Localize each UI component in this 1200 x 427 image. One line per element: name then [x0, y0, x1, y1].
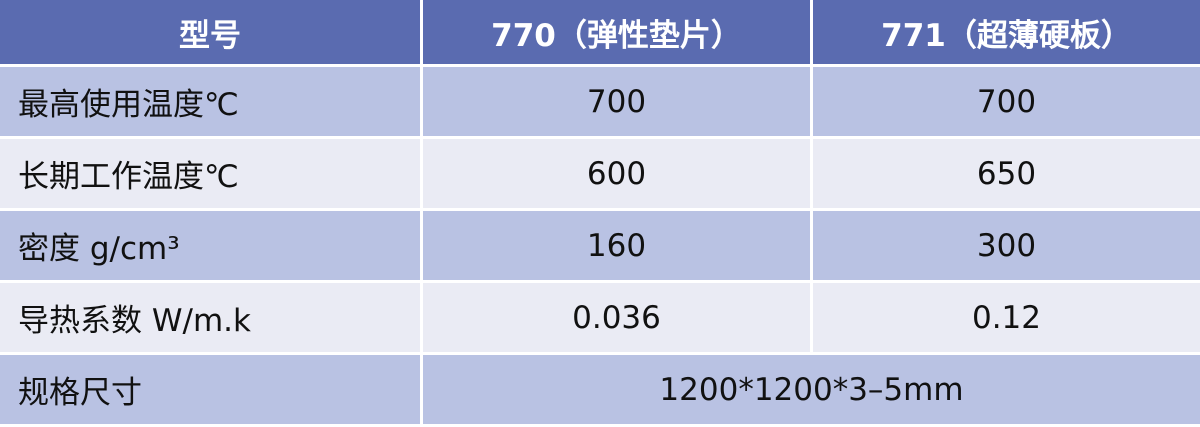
- header-row: 型号 770（弹性垫片） 771（超薄硬板）: [0, 0, 1200, 64]
- value-771: 700: [813, 67, 1200, 136]
- table-row-size: 规格尺寸 1200*1200*3–5mm: [0, 355, 1200, 424]
- size-value: 1200*1200*3–5mm: [423, 355, 1200, 424]
- value-770: 700: [423, 67, 810, 136]
- table-row: 最高使用温度℃ 700 700: [0, 67, 1200, 136]
- table-row: 长期工作温度℃ 600 650: [0, 139, 1200, 208]
- row-label: 最高使用温度℃: [0, 67, 420, 136]
- header-model: 型号: [0, 0, 420, 64]
- row-label: 规格尺寸: [0, 355, 420, 424]
- value-771: 0.12: [813, 283, 1200, 352]
- row-label: 密度 g/cm³: [0, 211, 420, 280]
- table-row: 导热系数 W/m.k 0.036 0.12: [0, 283, 1200, 352]
- value-770: 0.036: [423, 283, 810, 352]
- header-770: 770（弹性垫片）: [423, 0, 810, 64]
- table-row: 密度 g/cm³ 160 300: [0, 211, 1200, 280]
- value-770: 160: [423, 211, 810, 280]
- value-771: 300: [813, 211, 1200, 280]
- row-label: 导热系数 W/m.k: [0, 283, 420, 352]
- value-771: 650: [813, 139, 1200, 208]
- value-770: 600: [423, 139, 810, 208]
- header-771: 771（超薄硬板）: [813, 0, 1200, 64]
- row-label: 长期工作温度℃: [0, 139, 420, 208]
